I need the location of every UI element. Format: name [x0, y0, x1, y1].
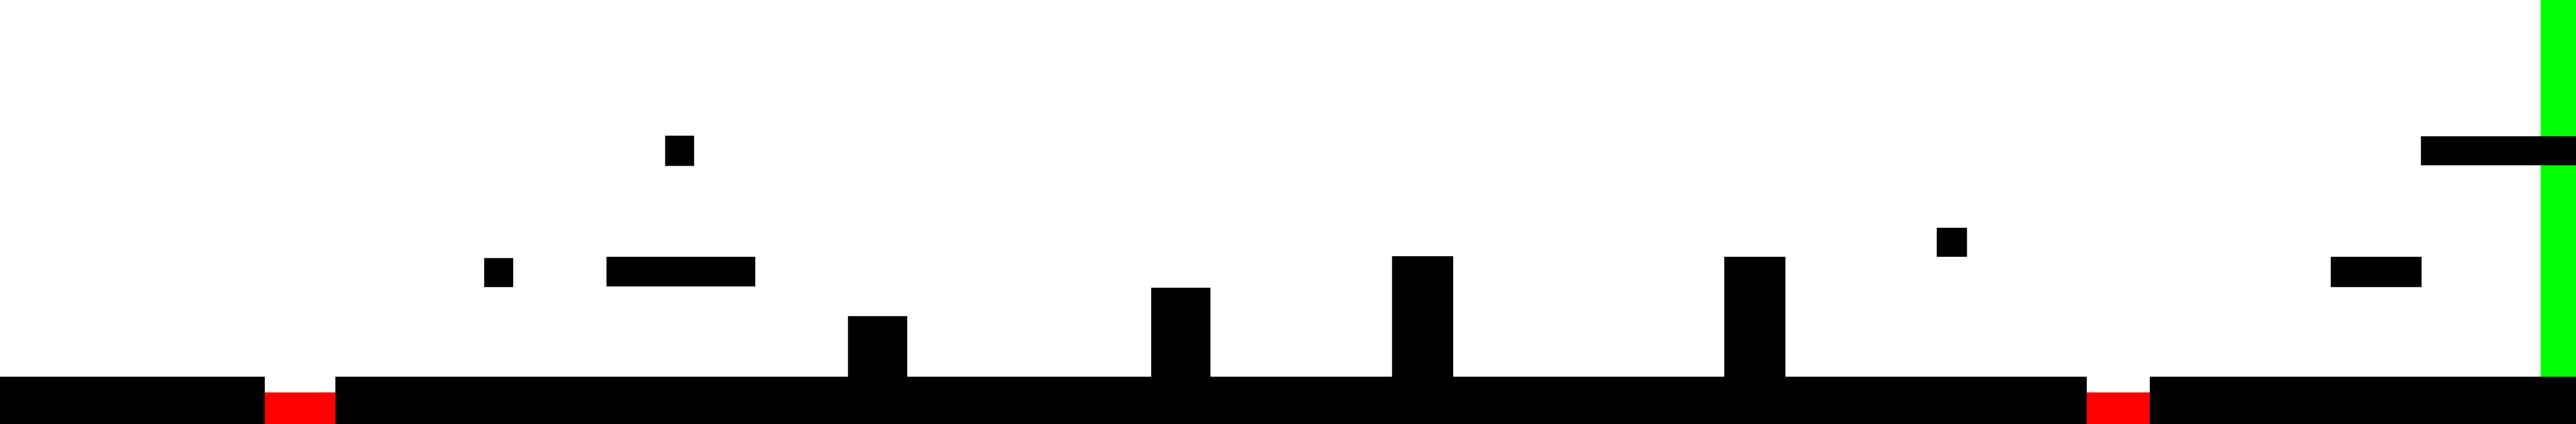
floating-block-2	[665, 136, 694, 166]
floating-block-1	[484, 258, 513, 287]
ground-segment-1	[0, 377, 265, 424]
pillar-2	[1151, 288, 1210, 377]
ground-segment-2	[335, 377, 2087, 424]
ground-segment-3	[2150, 377, 2576, 424]
lava-pit-2	[2087, 392, 2150, 424]
upper-ledge	[2421, 136, 2576, 165]
floating-platform-2	[2331, 257, 2422, 287]
pillar-1	[848, 316, 907, 377]
pillar-3	[1392, 256, 1453, 377]
goal-flag-pole	[2541, 0, 2576, 377]
floating-block-3	[1937, 228, 1967, 257]
pillar-4	[1724, 257, 1785, 377]
floating-platform-1	[606, 257, 755, 286]
lava-pit-1	[265, 392, 335, 424]
